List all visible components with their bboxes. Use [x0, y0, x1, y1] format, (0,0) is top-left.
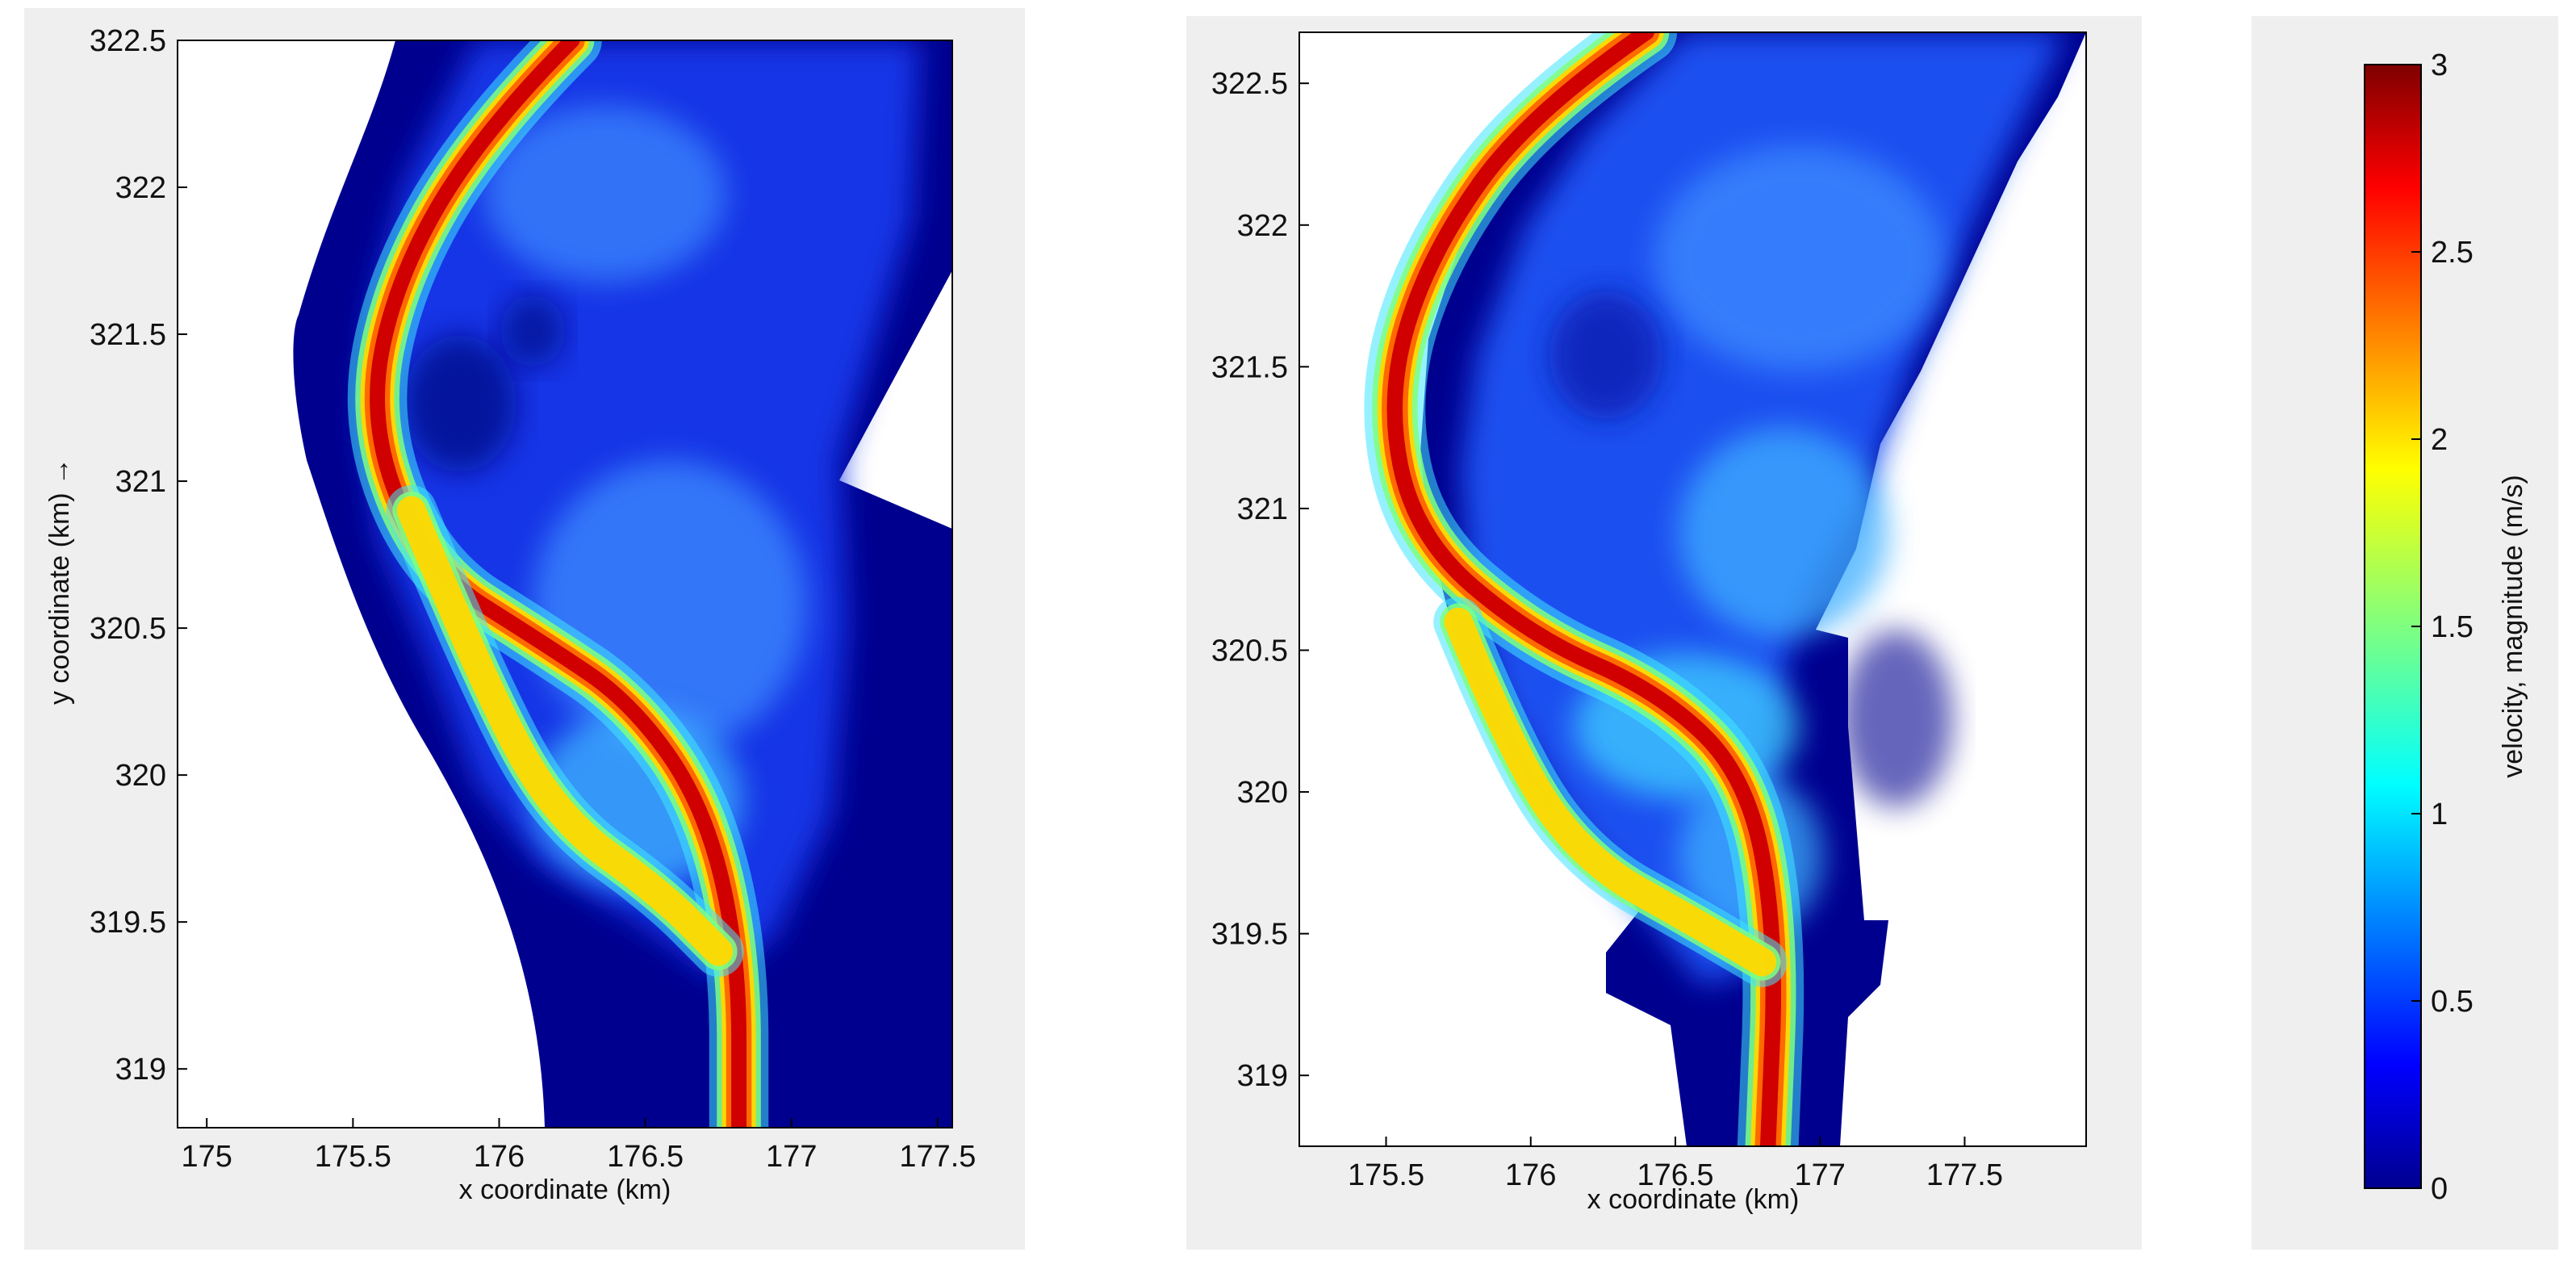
- colorbar-tick-label: 0: [2431, 1172, 2448, 1206]
- y-tick-label: 319.5: [90, 906, 166, 940]
- y-tick-label: 322.5: [90, 24, 166, 58]
- left-y-ticks: 319 319.5 320 320.5 321 321.5 322 322.5: [90, 24, 187, 1087]
- left-velocity-map: 175 175.5 176 176.5 177 177.5 319 319.5 320 320.…: [44, 24, 976, 1205]
- left-dark-zone: [404, 335, 516, 472]
- y-tick-label: 319: [1237, 1059, 1288, 1093]
- x-tick-label: 177: [766, 1140, 817, 1174]
- right-channel-layer: [1364, 32, 1804, 1146]
- left-x-ticks: 175 175.5 176 176.5 177 177.5: [182, 1118, 976, 1174]
- y-tick-label: 320: [115, 759, 166, 793]
- left-axes-box: [177, 40, 953, 1129]
- colorbar: 0 0.5 1 1.5 2 2.5 3 velocity, magnitude (m/s): [2364, 48, 2528, 1206]
- x-tick-label: 175.5: [1348, 1158, 1424, 1192]
- left-channel-layer: [347, 40, 769, 1128]
- y-tick-label: 320.5: [1211, 634, 1288, 668]
- colorbar-tick-label: 0.5: [2431, 985, 2474, 1019]
- colorbar-tick-label: 2.5: [2431, 236, 2474, 270]
- right-velocity-map: 175.5 176 176.5 177 177.5 319 319.5 320 320.5 32…: [1211, 31, 2087, 1215]
- x-tick-label: 175.5: [315, 1140, 391, 1174]
- main-channel-band: [1386, 32, 1782, 1146]
- x-tick-label: 175: [182, 1140, 232, 1174]
- x-tick-label: 177: [1795, 1158, 1846, 1192]
- colorbar-tick-label: 3: [2431, 48, 2448, 82]
- y-tick-label: 320: [1237, 776, 1288, 810]
- left-x-axis-label: x coordinate (km): [459, 1175, 671, 1205]
- left-light-zone: [484, 105, 726, 283]
- x-tick-label: 177.5: [1926, 1158, 2003, 1192]
- y-tick-label: 319.5: [1211, 918, 1288, 952]
- colorbar-tick-label: 1: [2431, 798, 2448, 831]
- left-dark-zone: [500, 295, 565, 367]
- right-dark-zone: [1549, 291, 1662, 420]
- y-tick-label: 322: [1237, 209, 1288, 243]
- right-y-ticks: 319 319.5 320 320.5 321 321.5 322 322.5: [1211, 67, 1309, 1093]
- right-x-ticks: 175.5 176 176.5 177 177.5: [1348, 1137, 2003, 1192]
- right-dark-zone: [1840, 630, 1953, 807]
- colorbar-tick-label: 1.5: [2431, 610, 2474, 644]
- secondary-channel-band: [1444, 607, 1777, 977]
- right-light-zone: [1679, 428, 1888, 638]
- secondary-channel-band: [396, 496, 734, 966]
- right-axes-box: [1298, 31, 2087, 1147]
- right-light-zone: [1654, 145, 1945, 371]
- y-tick-label: 322.5: [1211, 67, 1288, 101]
- y-tick-label: 321: [1237, 492, 1288, 526]
- y-tick-label: 319: [115, 1053, 166, 1087]
- y-tick-label: 320.5: [90, 612, 166, 646]
- y-tick-label: 322: [115, 171, 166, 205]
- colorbar-tick-label: 2: [2431, 423, 2448, 457]
- colorbar-label: velocity, magnitude (m/s): [2498, 475, 2528, 777]
- y-tick-label: 321: [115, 465, 166, 499]
- x-tick-label: 176.5: [1637, 1158, 1713, 1192]
- colorbar-panel: 0 0.5 1 1.5 2 2.5 3 velocity, magnitude (m/s): [2252, 16, 2558, 1250]
- x-tick-label: 176.5: [607, 1140, 684, 1174]
- x-tick-label: 177.5: [899, 1140, 976, 1174]
- left-light-zone: [533, 460, 807, 751]
- x-tick-label: 176: [1505, 1158, 1556, 1192]
- left-figure-panel: 175 175.5 176 176.5 177 177.5 319 319.5 320 320.…: [24, 8, 1025, 1250]
- right-x-axis-label: x coordinate (km): [1587, 1184, 1800, 1215]
- right-figure-panel: 175.5 176 176.5 177 177.5 319 319.5 320 320.5 32…: [1186, 16, 2142, 1250]
- left-y-axis-label: y coordinate (km) →: [44, 458, 75, 705]
- colorbar-ticks: 0 0.5 1 1.5 2 2.5 3: [2411, 48, 2474, 1206]
- y-tick-label: 321.5: [1211, 350, 1288, 384]
- x-tick-label: 176: [474, 1140, 525, 1174]
- y-tick-label: 321.5: [90, 318, 166, 352]
